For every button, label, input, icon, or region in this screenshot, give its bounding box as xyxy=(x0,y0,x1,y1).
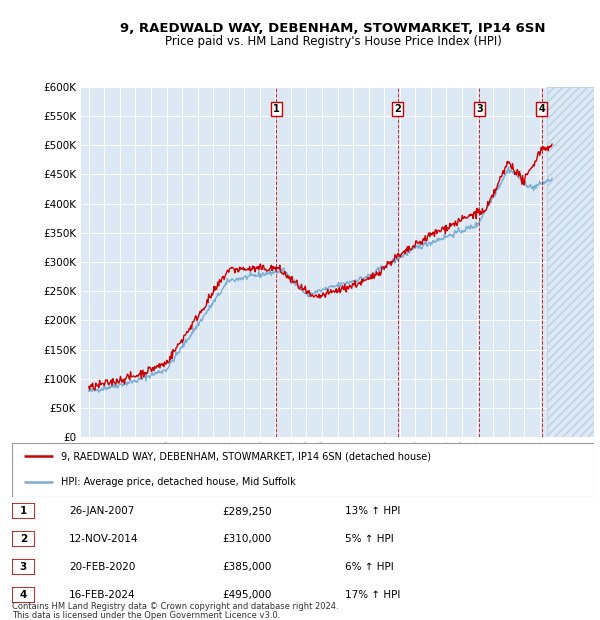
Text: 1: 1 xyxy=(20,506,27,516)
Text: 2: 2 xyxy=(394,104,401,114)
Text: 20-FEB-2020: 20-FEB-2020 xyxy=(69,562,136,572)
Text: 9, RAEDWALD WAY, DEBENHAM, STOWMARKET, IP14 6SN (detached house): 9, RAEDWALD WAY, DEBENHAM, STOWMARKET, I… xyxy=(61,451,431,461)
Bar xyxy=(547,87,594,437)
FancyBboxPatch shape xyxy=(12,587,35,603)
Text: Price paid vs. HM Land Registry's House Price Index (HPI): Price paid vs. HM Land Registry's House … xyxy=(164,35,502,48)
Text: 4: 4 xyxy=(538,104,545,114)
FancyBboxPatch shape xyxy=(12,531,35,547)
Text: 13% ↑ HPI: 13% ↑ HPI xyxy=(345,507,400,516)
Text: 2: 2 xyxy=(20,534,27,544)
FancyBboxPatch shape xyxy=(12,443,594,497)
Text: 5% ↑ HPI: 5% ↑ HPI xyxy=(345,534,394,544)
FancyBboxPatch shape xyxy=(12,559,35,575)
Bar xyxy=(547,87,594,437)
Text: 1: 1 xyxy=(273,104,280,114)
Text: 3: 3 xyxy=(20,562,27,572)
Text: 16-FEB-2024: 16-FEB-2024 xyxy=(69,590,136,600)
Text: HPI: Average price, detached house, Mid Suffolk: HPI: Average price, detached house, Mid … xyxy=(61,477,296,487)
Text: £385,000: £385,000 xyxy=(222,562,271,572)
Text: 6% ↑ HPI: 6% ↑ HPI xyxy=(345,562,394,572)
Text: £495,000: £495,000 xyxy=(222,590,271,600)
FancyBboxPatch shape xyxy=(12,503,35,519)
Text: 4: 4 xyxy=(20,590,27,600)
Text: 9, RAEDWALD WAY, DEBENHAM, STOWMARKET, IP14 6SN: 9, RAEDWALD WAY, DEBENHAM, STOWMARKET, I… xyxy=(120,22,546,35)
Text: 12-NOV-2014: 12-NOV-2014 xyxy=(69,534,139,544)
Text: Contains HM Land Registry data © Crown copyright and database right 2024.: Contains HM Land Registry data © Crown c… xyxy=(12,602,338,611)
Text: 3: 3 xyxy=(476,104,483,114)
Text: 17% ↑ HPI: 17% ↑ HPI xyxy=(345,590,400,600)
Text: 26-JAN-2007: 26-JAN-2007 xyxy=(69,507,134,516)
Text: £289,250: £289,250 xyxy=(222,507,272,516)
Text: £310,000: £310,000 xyxy=(222,534,271,544)
Text: This data is licensed under the Open Government Licence v3.0.: This data is licensed under the Open Gov… xyxy=(12,611,280,619)
